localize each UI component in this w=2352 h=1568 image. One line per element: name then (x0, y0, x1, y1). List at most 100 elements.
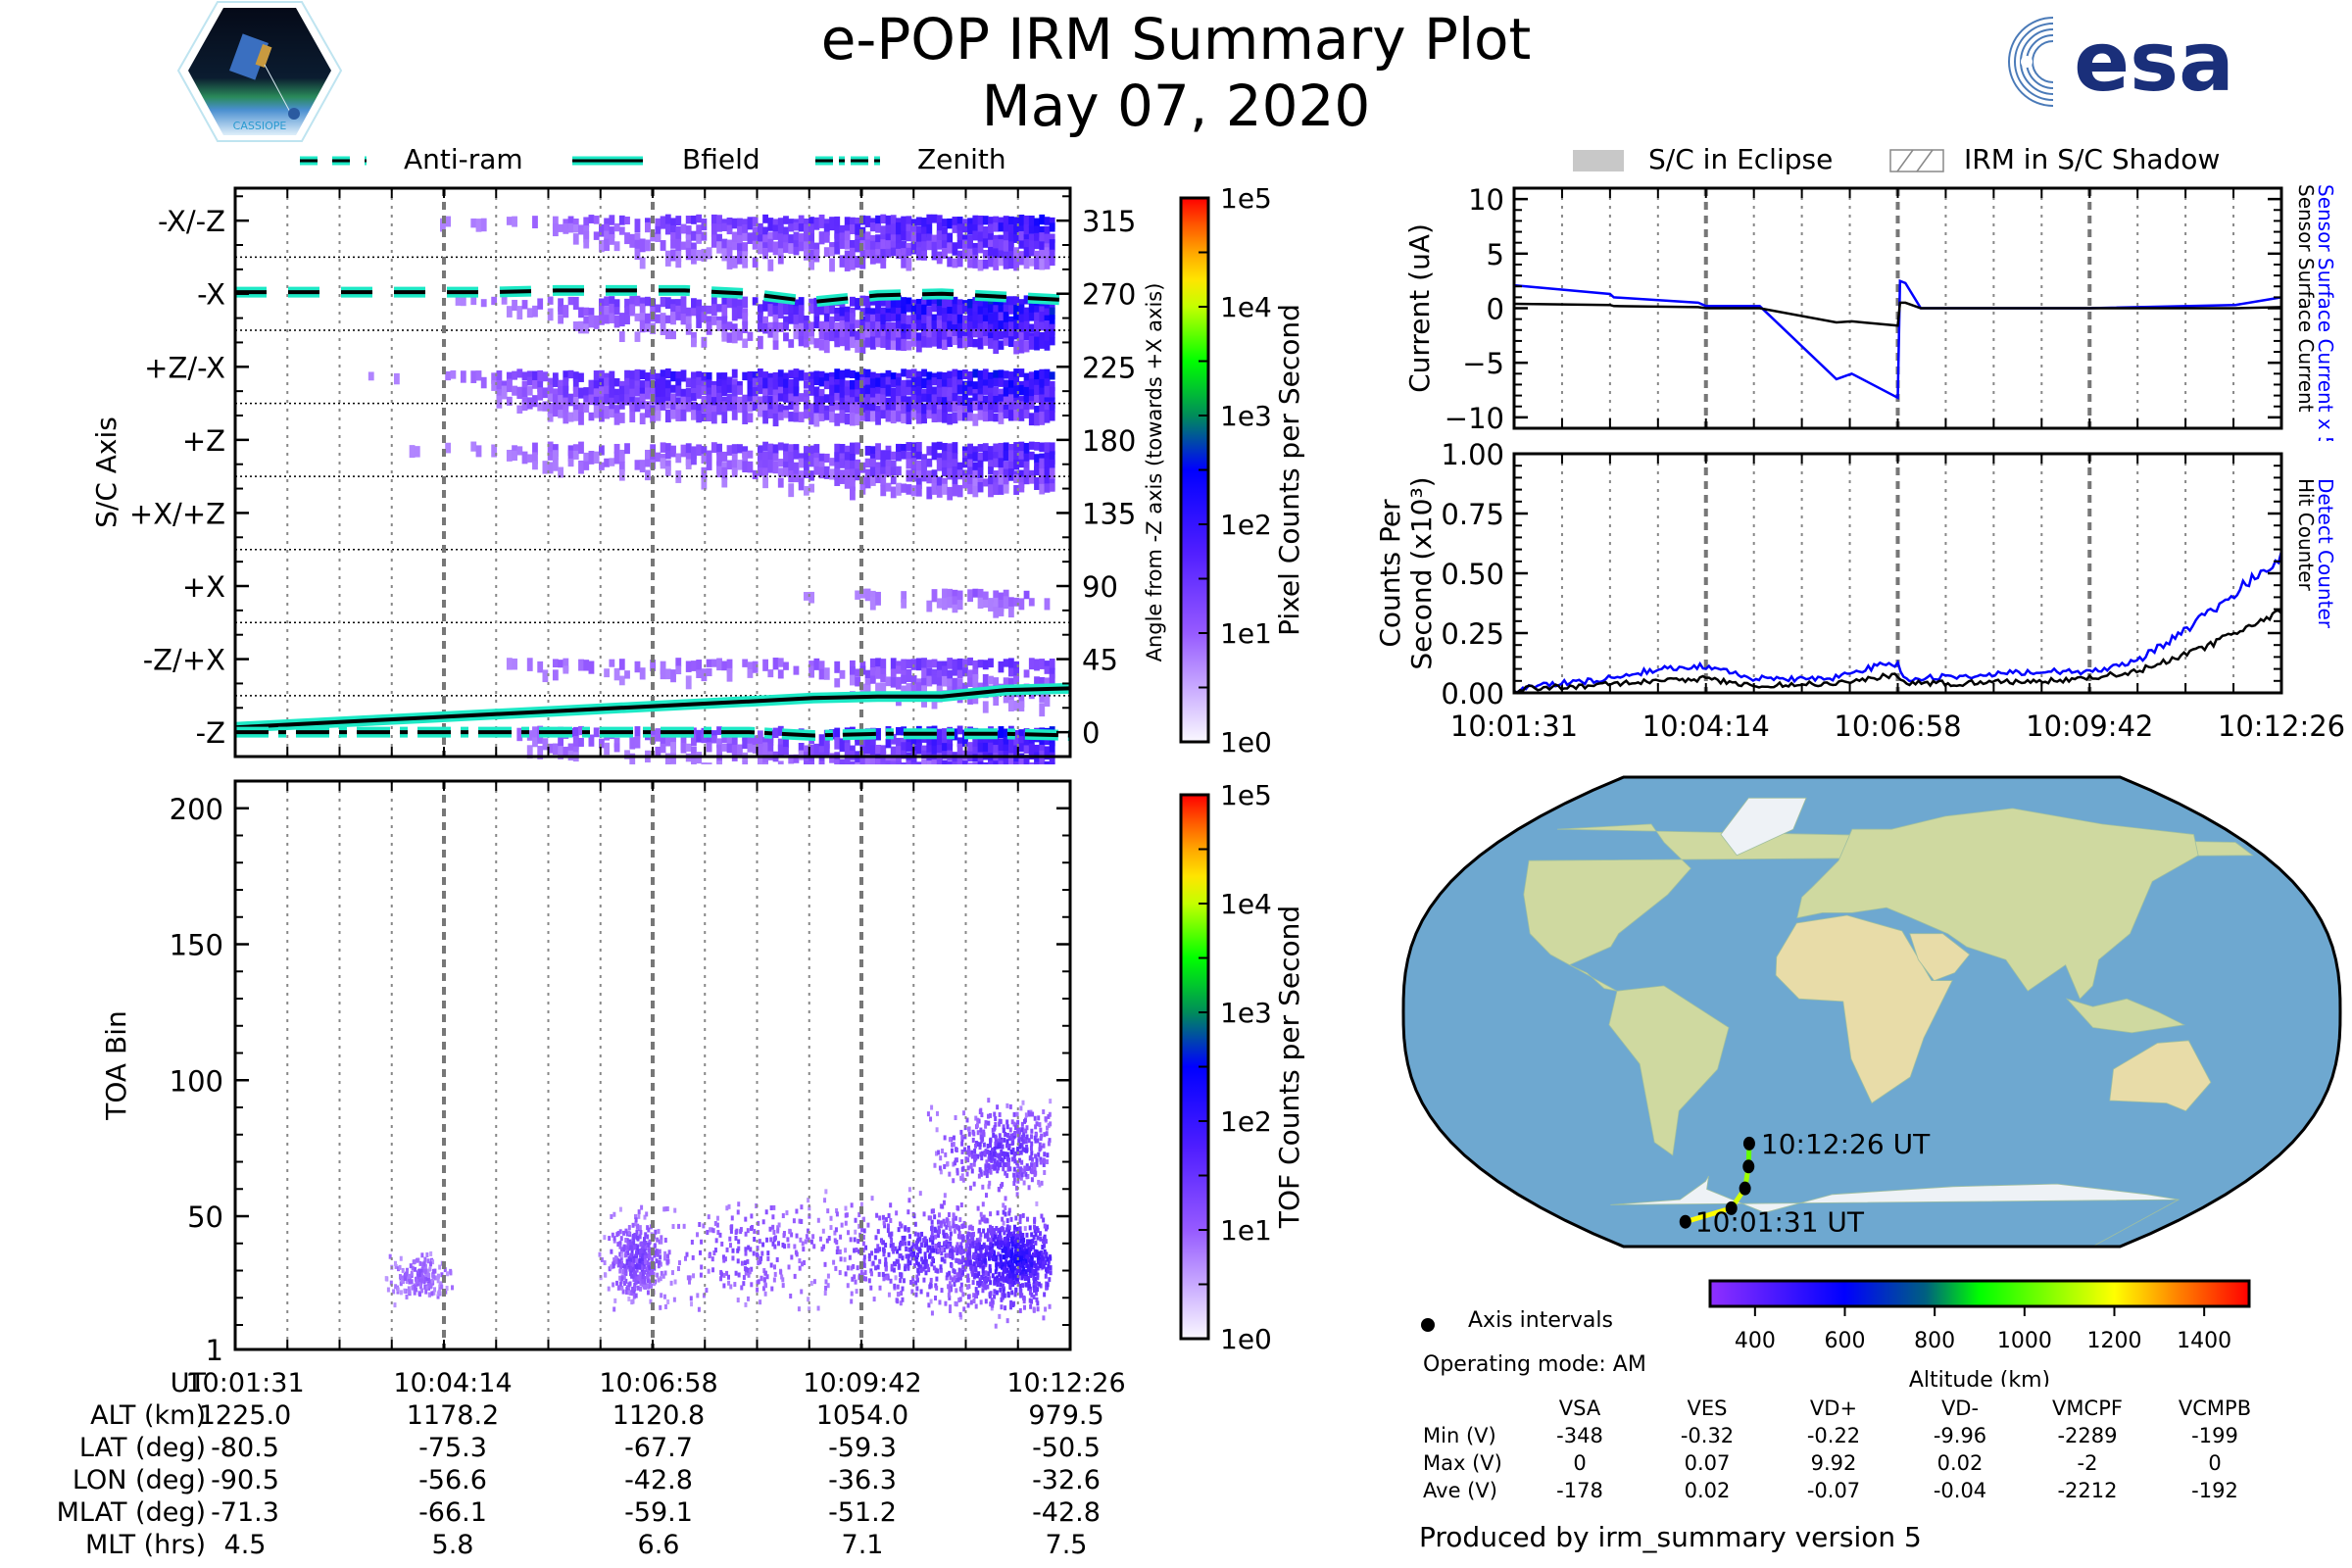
angle-pixel (783, 443, 789, 456)
angle-pixel (604, 315, 611, 324)
toa-pixel (392, 1289, 396, 1295)
toa-pixel (1001, 1216, 1004, 1222)
toa-pixel (916, 1268, 920, 1274)
angle-pixel (1044, 256, 1051, 270)
angle-pixel (808, 387, 815, 396)
sc-axis-label: +Z/-X (144, 351, 225, 384)
angle-pixel (982, 249, 989, 259)
toa-pixel (860, 1272, 864, 1278)
angle-pixel (1044, 442, 1051, 456)
angle-pixel (926, 752, 933, 764)
angle-pixel (777, 459, 784, 467)
toa-pixel (943, 1221, 947, 1227)
toa-pixel (946, 1161, 950, 1167)
angle-pixel (988, 255, 994, 268)
angle-pixel (547, 451, 554, 461)
angle-pixel (1007, 468, 1014, 481)
angle-pixel (855, 442, 861, 455)
toa-pixel (919, 1267, 923, 1273)
toa-pixel (884, 1266, 888, 1272)
toa-pixel (603, 1259, 607, 1265)
toa-pixel (728, 1243, 732, 1249)
toa-pixel (981, 1201, 985, 1207)
angle-pixel (926, 470, 933, 484)
angle-pixel (613, 667, 620, 681)
toa-pixel (619, 1236, 623, 1242)
angle-pixel (598, 306, 605, 318)
toa-pixel (1013, 1249, 1017, 1254)
angle-pixel (850, 217, 856, 227)
toa-pixel (1016, 1279, 1020, 1285)
angle-pixel (844, 240, 851, 250)
angle-pixel (813, 338, 820, 349)
angle-pixel (813, 376, 820, 386)
angle-pixel (772, 231, 779, 240)
angle-pixel (808, 470, 815, 481)
toa-pixel (881, 1247, 885, 1252)
angle-pixel (1023, 759, 1030, 764)
toa-pixel (959, 1242, 963, 1248)
toa-pixel (900, 1273, 904, 1279)
toa-pixel (988, 1224, 992, 1230)
toa-pixel (407, 1274, 411, 1280)
toa-pixel (1037, 1152, 1041, 1157)
angle-pixel (572, 378, 579, 392)
toa-pixel (1025, 1242, 1029, 1248)
toa-pixel (1023, 1244, 1027, 1250)
angle-pixel (869, 411, 876, 422)
toa-pixel (895, 1258, 899, 1264)
toa-pixel (999, 1161, 1003, 1167)
angle-pixel (783, 316, 789, 328)
toa-pixel (445, 1286, 449, 1292)
angle-pixel (988, 401, 994, 414)
angle-pixel (563, 658, 569, 672)
angle-pixel (634, 385, 641, 397)
angle-pixel (1034, 752, 1040, 764)
toa-pixel (926, 1248, 930, 1253)
angle-pixel (583, 217, 590, 227)
toa-pixel (963, 1147, 967, 1152)
angle-pixel (767, 409, 774, 418)
angle-pixel (977, 481, 984, 493)
angle-pixel (952, 677, 958, 691)
toa-pixel (979, 1127, 983, 1133)
angle-pixel (942, 247, 948, 259)
toa-pixel (409, 1279, 413, 1285)
angle-pixel (982, 385, 989, 395)
angle-pixel (613, 405, 620, 417)
toa-pixel (1012, 1258, 1016, 1264)
angle-pixel (967, 380, 973, 391)
angle-pixel (818, 339, 825, 351)
toa-pixel (858, 1212, 861, 1218)
angle-pixel (850, 307, 856, 318)
angle-pixel (1028, 658, 1035, 670)
toa-pixel (994, 1134, 998, 1140)
angle-pixel (875, 682, 881, 697)
toa-pixel (790, 1232, 794, 1238)
angle-pixel (926, 410, 933, 419)
toa-pixel (423, 1268, 427, 1274)
toa-pixel (758, 1259, 761, 1265)
angle-pixel (685, 247, 692, 261)
angle-pixel (1003, 312, 1009, 324)
angle-pixel (915, 303, 922, 316)
angle-pixel (864, 410, 871, 422)
angle-pixel (1039, 368, 1046, 380)
angle-pixel (947, 329, 954, 338)
angle-pixel (813, 305, 820, 318)
angle-pixel (762, 467, 768, 477)
angle-pixel (552, 669, 559, 681)
angle-pixel (793, 306, 800, 317)
angle-pixel (613, 299, 620, 308)
angle-pixel (701, 248, 708, 262)
toa-pixel (878, 1285, 882, 1291)
angle-pixel (947, 307, 954, 318)
toa-pixel (928, 1284, 932, 1290)
angle-pixel (823, 339, 830, 354)
toa-pixel (763, 1291, 767, 1297)
toa-pixel (839, 1234, 843, 1240)
angle-pixel (993, 386, 1000, 397)
angle-pixel (869, 397, 876, 408)
toa-pixel (730, 1215, 734, 1221)
angle-pixel (885, 298, 892, 309)
